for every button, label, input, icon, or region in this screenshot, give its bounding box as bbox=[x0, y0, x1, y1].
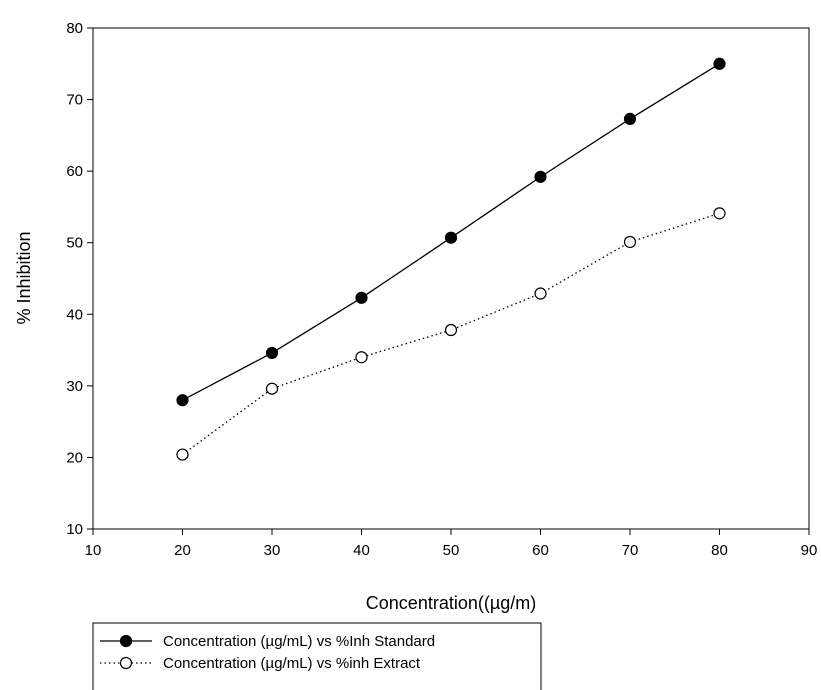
legend-item: Concentration (µg/mL) vs %Inh Standard bbox=[100, 633, 435, 650]
y-tick-label: 30 bbox=[66, 378, 83, 395]
legend: Concentration (µg/mL) vs %Inh Standard Co… bbox=[92, 622, 542, 690]
data-point bbox=[355, 291, 368, 304]
data-point bbox=[176, 394, 189, 407]
x-tick-label: 20 bbox=[174, 542, 191, 559]
legend-marker bbox=[119, 656, 133, 670]
data-point bbox=[355, 351, 368, 364]
legend-frame bbox=[92, 622, 542, 690]
x-axis-title: Concentration((µg/m) bbox=[366, 593, 536, 613]
data-point bbox=[265, 382, 279, 395]
plot-area bbox=[92, 27, 810, 530]
data-point bbox=[623, 112, 637, 125]
data-point bbox=[176, 448, 189, 461]
plot-frame bbox=[92, 27, 810, 530]
data-point bbox=[713, 207, 726, 220]
data-point bbox=[623, 235, 637, 249]
legend-label: Concentration (µg/mL) vs %Inh Standard bbox=[163, 633, 435, 650]
y-axis: 10 20 30 40 50 60 70 80 bbox=[66, 20, 93, 538]
data-point bbox=[444, 231, 458, 244]
y-axis-title: % Inhibition bbox=[14, 231, 34, 324]
legend-marker bbox=[119, 634, 133, 648]
legend-label: Concentration (µg/mL) vs %inh Extract bbox=[163, 655, 421, 672]
y-tick-label: 50 bbox=[66, 235, 83, 252]
data-point bbox=[713, 57, 726, 70]
data-point bbox=[444, 323, 458, 337]
x-tick-label: 40 bbox=[353, 542, 370, 559]
y-tick-label: 60 bbox=[66, 163, 83, 180]
x-tick-label: 10 bbox=[85, 542, 102, 559]
data-point bbox=[265, 346, 279, 360]
x-tick-label: 80 bbox=[711, 542, 728, 559]
y-tick-label: 10 bbox=[66, 521, 83, 538]
x-axis: 10 20 30 40 50 60 70 80 90 bbox=[85, 529, 818, 559]
x-tick-label: 30 bbox=[264, 542, 281, 559]
y-tick-label: 40 bbox=[66, 306, 83, 323]
data-point bbox=[534, 170, 547, 183]
y-tick-label: 20 bbox=[66, 449, 83, 466]
y-tick-label: 80 bbox=[66, 20, 83, 37]
x-tick-label: 70 bbox=[622, 542, 639, 559]
x-tick-label: 60 bbox=[532, 542, 549, 559]
y-tick-label: 70 bbox=[66, 92, 83, 109]
series-extract bbox=[176, 207, 726, 461]
series-layer bbox=[176, 57, 726, 461]
x-tick-label: 50 bbox=[443, 542, 460, 559]
series-standard bbox=[176, 57, 726, 407]
data-point bbox=[534, 287, 547, 300]
legend-item: Concentration (µg/mL) vs %inh Extract bbox=[100, 655, 421, 672]
x-tick-label: 90 bbox=[801, 542, 818, 559]
